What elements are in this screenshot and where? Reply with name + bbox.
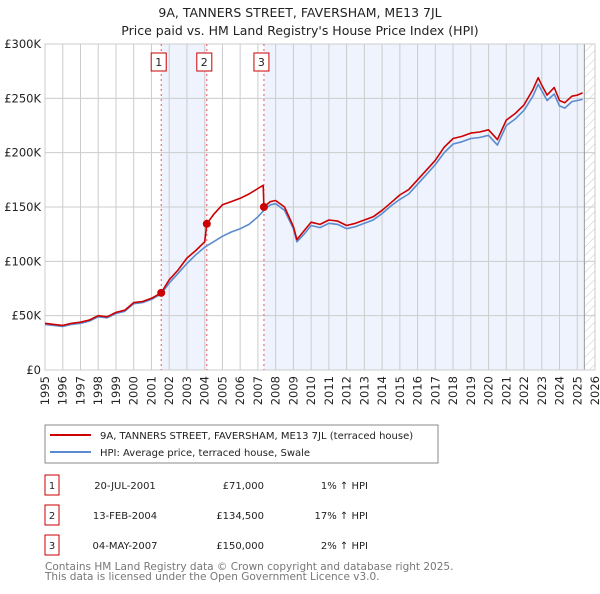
sale-point-2	[202, 219, 211, 228]
sale-price: £134,500	[216, 511, 264, 522]
table-row: 2 13-FEB-2004 £134,500 17% ↑ HPI	[44, 504, 368, 526]
x-tick-label: 2000	[127, 376, 141, 405]
x-tick-label: 2002	[162, 376, 176, 405]
sale-point-3	[259, 203, 268, 211]
sale-hpi-diff: 1% ↑ HPI	[321, 481, 368, 492]
y-tick-label: £300K	[4, 37, 41, 51]
sale-number-box	[44, 534, 60, 556]
x-tick-label: 2014	[375, 376, 389, 405]
sale-point-1	[157, 288, 166, 297]
x-tick-label: 1996	[56, 376, 70, 405]
x-tick-label: 2009	[286, 376, 300, 405]
x-tick-label: 1995	[38, 376, 52, 405]
sale-number-box	[44, 474, 60, 496]
sale-hpi-diff: 2% ↑ HPI	[321, 541, 368, 552]
x-tick-label: 2024	[553, 376, 567, 405]
y-tick-label: £50K	[12, 309, 42, 323]
x-tick-label: 2025	[570, 376, 584, 405]
x-tick-label: 2023	[535, 376, 549, 405]
sale-number: 3	[49, 541, 55, 552]
x-tick-label: 2008	[269, 376, 283, 405]
table-row: 1 20-JUL-2001 £71,000 1% ↑ HPI	[44, 474, 368, 496]
sales-table: 1 20-JUL-2001 £71,000 1% ↑ HPI 2 13-FEB-2004 £…	[44, 474, 368, 556]
footer-licence: This data is licensed under the Open Gov…	[44, 571, 380, 583]
x-tick-label: 2015	[393, 376, 407, 405]
y-tick-label: £250K	[4, 91, 41, 105]
x-tick-label: 2017	[428, 376, 442, 405]
x-tick-label: 2020	[482, 376, 496, 405]
sale-marker-label-3: 3	[258, 56, 265, 69]
x-tick-label: 2006	[233, 376, 247, 405]
y-tick-label: £150K	[4, 200, 41, 214]
x-tick-label: 2022	[517, 376, 531, 405]
x-tick-label: 2003	[180, 376, 194, 405]
legend: 9A, TANNERS STREET, FAVERSHAM, ME13 7JL …	[44, 424, 439, 464]
x-tick-label: 2010	[304, 376, 318, 405]
sale-marker-label-1: 1	[155, 56, 162, 69]
sale-hpi-diff: 17% ↑ HPI	[315, 511, 368, 522]
x-tick-label: 1998	[91, 376, 105, 405]
table-row: 3 04-MAY-2007 £150,000 2% ↑ HPI	[44, 534, 368, 556]
chart-subtitle: Price paid vs. HM Land Registry's House …	[121, 23, 478, 38]
x-tick-label: 2018	[446, 376, 460, 405]
footer-copyright: Contains HM Land Registry data © Crown c…	[45, 561, 453, 573]
y-tick-label: £200K	[4, 146, 41, 160]
sale-date: 04-MAY-2007	[92, 541, 157, 552]
y-tick-label: £0	[26, 363, 41, 377]
x-tick-label: 2005	[215, 376, 229, 405]
x-tick-label: 1997	[73, 376, 87, 405]
x-tick-label: 2012	[340, 376, 354, 405]
x-tick-label: 2007	[251, 376, 265, 405]
sale-price: £71,000	[223, 481, 264, 492]
sale-number: 2	[49, 511, 55, 522]
x-tick-label: 1999	[109, 376, 123, 405]
sale-marker-box-2	[196, 52, 213, 72]
x-tick-label: 2013	[357, 376, 371, 405]
x-tick-label: 2004	[198, 376, 212, 405]
legend-label-property: 9A, TANNERS STREET, FAVERSHAM, ME13 7JL …	[100, 431, 413, 442]
legend-box	[44, 424, 439, 464]
x-tick-label: 2019	[464, 376, 478, 405]
sale-number-box	[44, 504, 60, 526]
property-price-line	[44, 76, 583, 327]
sale-price: £150,000	[216, 541, 264, 552]
x-tick-label: 2026	[588, 376, 600, 405]
sale-marker-box-3	[253, 52, 270, 72]
sale-marker-label-2: 2	[201, 56, 208, 69]
y-tick-label: £100K	[4, 254, 41, 268]
x-tick-label: 2001	[144, 376, 158, 405]
sale-number: 1	[49, 481, 55, 492]
plot-frame	[44, 43, 596, 371]
legend-label-hpi: HPI: Average price, terraced house, Swal…	[100, 448, 310, 459]
sale-marker-box-1	[150, 52, 167, 72]
sale-date: 20-JUL-2001	[94, 481, 156, 492]
sale-date: 13-FEB-2004	[93, 511, 157, 522]
x-tick-label: 2016	[411, 376, 425, 405]
x-tick-label: 2021	[499, 376, 513, 405]
hpi-line	[44, 83, 583, 328]
chart-title: 9A, TANNERS STREET, FAVERSHAM, ME13 7JL	[158, 5, 441, 20]
x-tick-label: 2011	[322, 376, 336, 405]
